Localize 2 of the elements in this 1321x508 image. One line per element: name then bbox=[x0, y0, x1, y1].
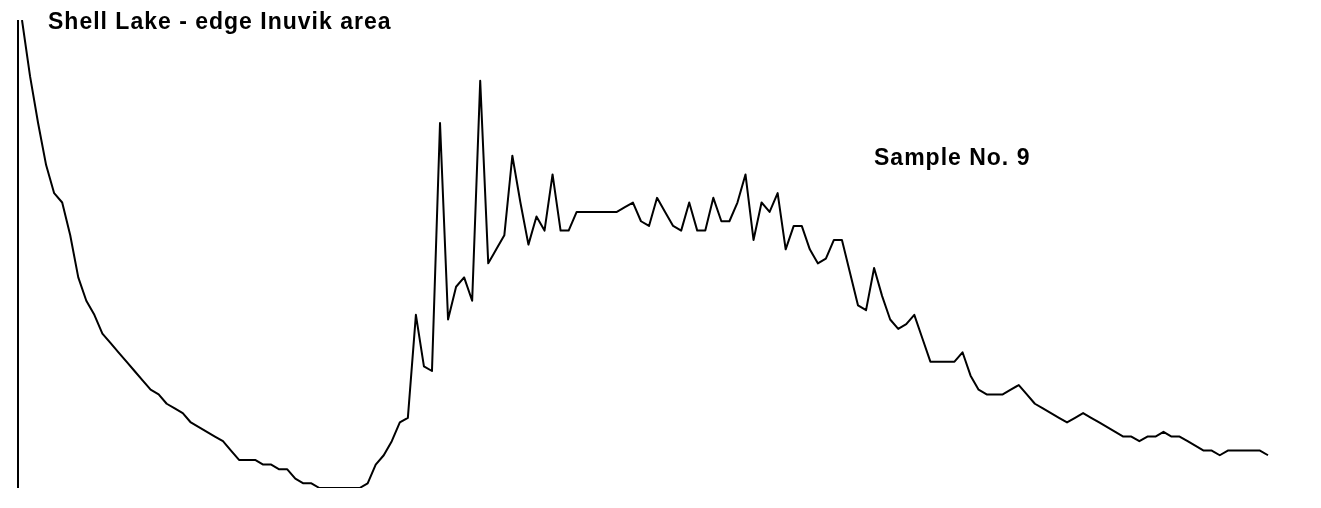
annotation: Sample No. 9 bbox=[874, 144, 1031, 171]
chart-title: Shell Lake - edge Inuvik area bbox=[48, 8, 392, 35]
